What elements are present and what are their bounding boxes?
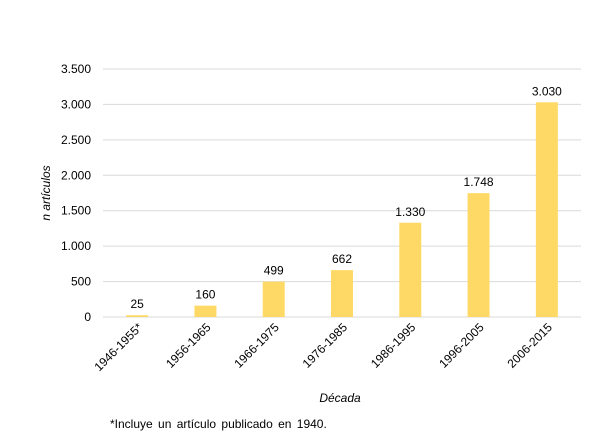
y-tick-label: 1.500 xyxy=(61,204,91,218)
data-label: 3.030 xyxy=(532,84,562,98)
bar xyxy=(262,281,285,317)
bars xyxy=(126,102,558,317)
data-label: 662 xyxy=(332,252,352,266)
x-tick-label: 1996-2005 xyxy=(436,320,487,371)
y-tick-label: 0 xyxy=(84,310,91,324)
y-axis-ticks: 0 500 1.000 1.500 2.000 2.500 3.000 3.500 xyxy=(61,62,91,324)
data-label: 499 xyxy=(264,264,284,278)
x-tick-label: 1946-1955* xyxy=(91,320,145,374)
data-label: 160 xyxy=(195,288,215,302)
x-tick-label: 1986-1995 xyxy=(368,320,419,371)
y-axis-title: n artículos xyxy=(39,165,53,220)
y-tick-label: 500 xyxy=(71,275,91,289)
x-tick-label: 1966-1975 xyxy=(231,320,282,371)
x-tick-label: 1956-1965 xyxy=(163,320,214,371)
x-tick-label: 1976-1985 xyxy=(300,320,351,371)
data-label: 25 xyxy=(130,297,144,311)
x-axis-title: Década xyxy=(319,391,361,405)
data-label: 1.330 xyxy=(395,205,425,219)
bar xyxy=(194,305,217,317)
gridlines xyxy=(103,68,581,318)
y-tick-label: 2.000 xyxy=(61,168,91,182)
data-labels: 25 160 499 662 1.330 1.748 3.030 xyxy=(130,84,562,311)
x-axis-ticks: 1946-1955* 1956-1965 1966-1975 1976-1985 198… xyxy=(91,320,555,374)
data-label: 1.748 xyxy=(464,175,494,189)
y-tick-label: 3.500 xyxy=(61,62,91,76)
x-tick-label: 2006-2015 xyxy=(504,320,555,371)
y-tick-label: 1.000 xyxy=(61,239,91,253)
bar xyxy=(467,193,490,317)
y-tick-label: 3.000 xyxy=(61,97,91,111)
bar xyxy=(126,315,149,317)
footnote: *Incluye un artículo publicado en 1940. xyxy=(110,417,327,431)
bar xyxy=(399,222,422,317)
y-tick-label: 2.500 xyxy=(61,133,91,147)
bar xyxy=(331,270,353,317)
bar xyxy=(535,102,558,317)
